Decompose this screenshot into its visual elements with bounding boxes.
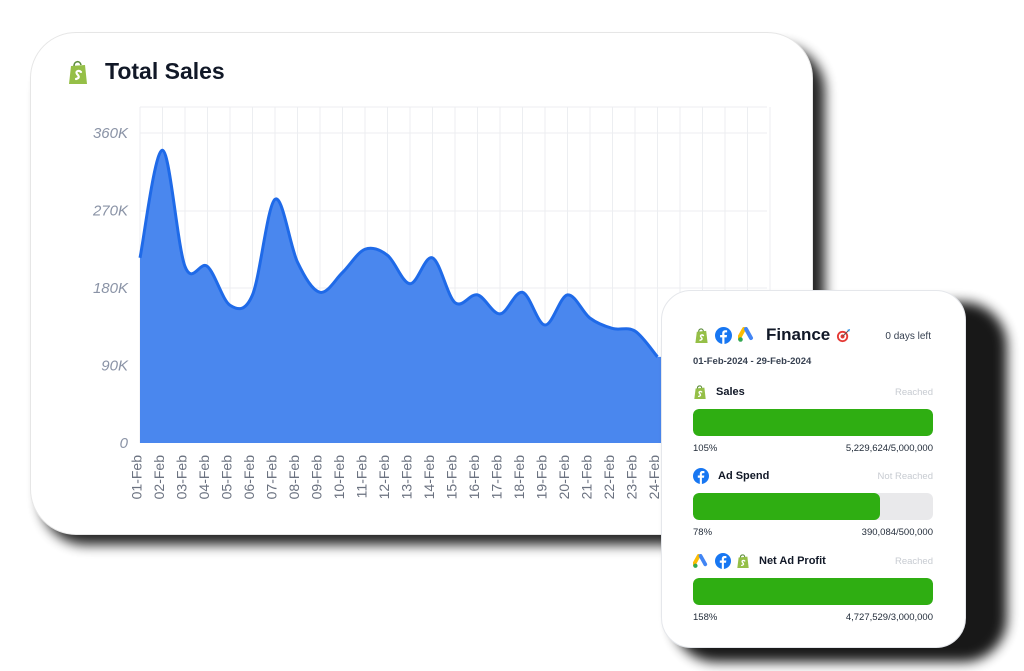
progress-fill [693, 578, 933, 605]
metric-status: Reached [894, 555, 933, 567]
y-tick-label: 180K [93, 280, 129, 297]
x-tick-label: 09-Feb [309, 455, 325, 500]
metric-label: Net Ad Profit [759, 555, 826, 567]
google-ads-icon [738, 327, 753, 342]
metric-status: Reached [894, 386, 933, 398]
x-tick-label: 14-Feb [421, 455, 437, 500]
facebook-icon [715, 326, 732, 344]
metric-label: Sales [716, 386, 745, 398]
google-ads-icon [693, 553, 708, 568]
x-tick-label: 03-Feb [174, 455, 190, 500]
x-tick-label: 10-Feb [331, 455, 347, 500]
finance-title: Finance [766, 325, 831, 344]
metric-label: Ad Spend [718, 470, 770, 482]
metric-status: Not Reached [877, 470, 933, 482]
x-tick-label: 18-Feb [511, 455, 527, 500]
metric-value: 5,229,624/5,000,000 [845, 443, 933, 454]
x-tick-label: 22-Feb [601, 455, 617, 500]
metric-sales: Sales Reached 105% 5,229,624/5,000,000 [693, 383, 933, 454]
x-tick-label: 16-Feb [466, 455, 482, 500]
card-header: Total Sales [67, 58, 225, 85]
x-tick-label: 11-Feb [354, 455, 370, 499]
metric-percent: 78% [693, 527, 713, 538]
progress-bar [693, 578, 933, 605]
progress-bar [693, 493, 933, 520]
progress-fill [693, 493, 881, 520]
card-title: Total Sales [105, 58, 225, 84]
x-tick-label: 17-Feb [489, 455, 505, 500]
metric-ad-spend: Ad Spend Not Reached 78% 390,084/500,000 [693, 467, 933, 538]
finance-card: Finance 0 days left 01-Feb-2024 - 29-Feb… [661, 290, 966, 648]
x-tick-label: 24-Feb [646, 455, 662, 500]
date-range: 01-Feb-2024 - 29-Feb-2024 [693, 356, 812, 367]
progress-fill [693, 409, 933, 436]
metric-percent: 105% [693, 443, 718, 454]
y-tick-label: 0 [120, 435, 129, 452]
x-tick-label: 15-Feb [444, 455, 460, 500]
y-tick-label: 90K [101, 358, 129, 375]
metric-net-ad-profit: Net Ad Profit Reached 158% 4,727,529/3,0… [693, 552, 933, 623]
metric-percent: 158% [693, 612, 718, 623]
sales-area [140, 150, 666, 443]
y-tick-label: 360K [93, 125, 129, 142]
x-tick-label: 21-Feb [579, 455, 595, 500]
x-tick-label: 12-Feb [376, 455, 392, 500]
x-tick-label: 13-Feb [399, 455, 415, 500]
x-tick-label: 05-Feb [219, 455, 235, 500]
x-tick-label: 08-Feb [286, 455, 302, 500]
target-icon [837, 328, 851, 342]
metric-value: 4,727,529/3,000,000 [845, 612, 933, 623]
days-left: 0 days left [885, 331, 931, 342]
shopify-icon [695, 327, 708, 343]
x-tick-label: 02-Feb [151, 455, 167, 500]
facebook-icon [715, 553, 731, 569]
facebook-icon [693, 468, 709, 484]
y-tick-label: 270K [92, 203, 129, 220]
x-tick-label: 06-Feb [241, 455, 257, 500]
x-tick-label: 04-Feb [196, 455, 212, 500]
sales-line [138, 148, 659, 358]
finance-header: Finance [694, 325, 851, 345]
x-tick-label: 23-Feb [624, 455, 640, 500]
metric-value: 390,084/500,000 [861, 527, 933, 538]
shopify-icon [69, 60, 87, 84]
shopify-icon [694, 385, 706, 399]
x-tick-label: 01-Feb [129, 455, 145, 500]
x-tick-label: 07-Feb [264, 455, 280, 500]
x-tick-label: 20-Feb [556, 455, 572, 500]
shopify-icon [737, 554, 749, 568]
progress-bar [693, 409, 933, 436]
x-tick-label: 19-Feb [534, 455, 550, 500]
